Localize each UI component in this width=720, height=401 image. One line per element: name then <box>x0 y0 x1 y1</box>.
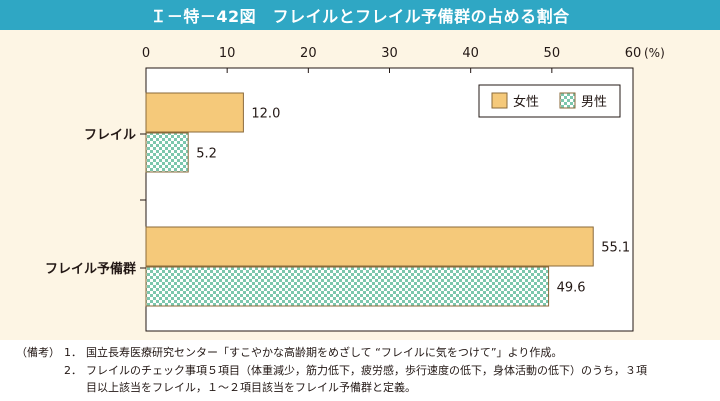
legend-swatch-male <box>559 92 576 109</box>
note-1: （備考） 1． 国立長寿医療研究センター「すこやかな高齢期をめざして “フレイル… <box>16 344 716 362</box>
chart-panel: 0 10 20 30 40 50 60 (%) 12.0 5.2 55.1 49.6 フレイルフレイ… <box>0 30 720 340</box>
x-tick-label: 40 <box>462 46 479 61</box>
x-tick-label: 50 <box>544 46 561 61</box>
note-2: 2． フレイルのチェック事項５項目（体重減少，筋力低下，疲労感，歩行速度の低下，… <box>16 362 716 380</box>
x-tick-label: 20 <box>300 46 317 61</box>
figure-title: Ｉ－特－42図 フレイルとフレイル予備群の占める割合 <box>0 0 720 30</box>
data-label: 55.1 <box>601 241 630 256</box>
x-tick-label: 10 <box>219 46 236 61</box>
data-label: 5.2 <box>196 147 217 162</box>
bar-female-frail <box>145 92 244 133</box>
bar-female-prefrail <box>145 226 594 267</box>
unit-label: (%) <box>644 46 665 60</box>
legend-label-male: 男性 <box>581 95 607 110</box>
x-tick-label: 0 <box>142 46 150 61</box>
note-2-number: 2． <box>64 363 82 377</box>
data-label: 12.0 <box>251 107 280 122</box>
note-1-text: 国立長寿医療研究センター「すこやかな高齢期をめざして “フレイルに気をつけて”」… <box>86 346 563 359</box>
x-tick-label: 30 <box>381 46 398 61</box>
legend-label-female: 女性 <box>513 94 539 110</box>
x-tick-label: 60 <box>625 46 642 61</box>
note-2-text: フレイルのチェック事項５項目（体重減少，筋力低下，疲労感，歩行速度の低下，身体活… <box>86 363 647 377</box>
data-label: 49.6 <box>557 281 586 296</box>
category-label: フレイル <box>84 128 136 143</box>
bar-male-prefrail <box>145 266 550 307</box>
category-label: フレイル予備群 <box>45 261 136 277</box>
legend-swatch-female <box>491 92 508 109</box>
bar-male-frail <box>145 132 189 173</box>
notes: （備考） 1． 国立長寿医療研究センター「すこやかな高齢期をめざして “フレイル… <box>16 344 716 397</box>
notes-lead: （備考） <box>16 346 60 359</box>
bar-chart: 0 10 20 30 40 50 60 (%) 12.0 5.2 55.1 49.6 フレイルフレイ… <box>45 46 665 332</box>
note-1-number: 1． <box>64 346 82 359</box>
note-2-continued: 目以上該当をフレイル，１～２項目該当をフレイル予備群と定義。 <box>86 381 416 394</box>
